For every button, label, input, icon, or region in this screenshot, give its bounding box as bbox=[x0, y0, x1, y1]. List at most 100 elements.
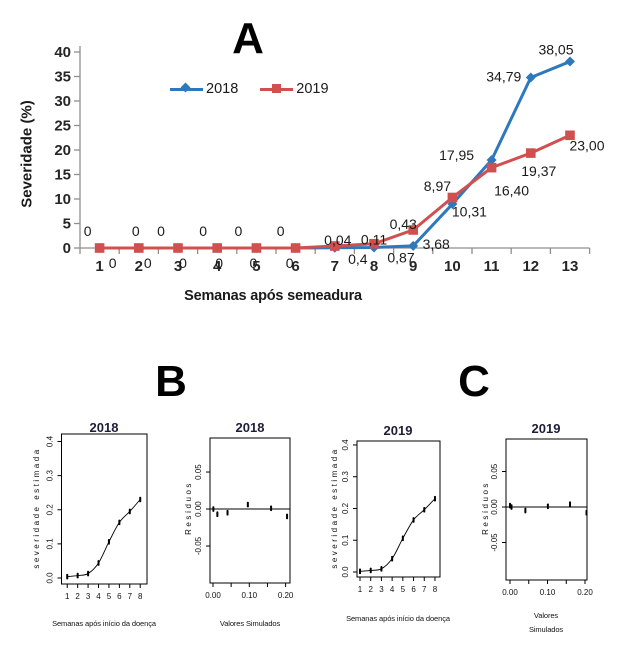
series-2019-marker bbox=[94, 243, 105, 253]
data-point bbox=[546, 503, 549, 510]
y-tick-label: 0.3 bbox=[341, 471, 350, 483]
y-tick-label: 25 bbox=[54, 118, 71, 135]
data-label-2018: 8,97 bbox=[424, 178, 451, 194]
data-label-2019: 0 bbox=[179, 255, 187, 271]
series-2019-marker bbox=[330, 241, 340, 251]
y-tick-label: 0.0 bbox=[341, 566, 350, 578]
x-tick-label: 1 bbox=[358, 585, 363, 594]
panel-a-legend: 2018 2019 bbox=[170, 81, 329, 97]
y-tick-label: -0.05 bbox=[490, 533, 499, 552]
y-tick-label: 0.00 bbox=[490, 499, 499, 515]
plot-c2-title: 2019 bbox=[531, 421, 561, 436]
data-label-2019: 0 bbox=[109, 255, 117, 271]
x-tick-label: 0.00 bbox=[205, 591, 221, 600]
data-point bbox=[510, 504, 513, 510]
x-tick-label: 1 bbox=[65, 592, 70, 601]
plot-box bbox=[505, 438, 588, 581]
plot-box bbox=[61, 433, 148, 585]
data-point bbox=[212, 506, 215, 512]
x-tick-label: 4 bbox=[213, 258, 222, 275]
series-2019-marker bbox=[486, 162, 497, 173]
data-point bbox=[433, 495, 436, 502]
x-tick-label: 2 bbox=[368, 585, 373, 594]
panel-a-y-axis-title: Severidade (%) bbox=[18, 100, 36, 208]
legend-marker-2018-icon bbox=[170, 87, 203, 91]
legend-item-2018: 2018 bbox=[170, 81, 238, 97]
data-point bbox=[585, 509, 588, 516]
x-tick-label: 7 bbox=[128, 592, 133, 601]
data-point bbox=[412, 517, 415, 523]
data-point bbox=[270, 505, 273, 512]
data-label-2018: 0 bbox=[199, 223, 207, 239]
y-tick-label: 15 bbox=[54, 167, 71, 184]
panel-b-label: B bbox=[155, 357, 187, 406]
data-point bbox=[569, 501, 572, 507]
series-2019-marker bbox=[134, 243, 144, 253]
data-point bbox=[118, 519, 121, 526]
plot-b2-x-axis-title: Valores Simulados bbox=[219, 619, 281, 628]
x-tick-label: 7 bbox=[331, 258, 339, 275]
data-point bbox=[76, 572, 79, 579]
y-tick-label: 0.1 bbox=[341, 534, 350, 546]
x-tick-label: 4 bbox=[96, 592, 101, 601]
legend-marker-2019-icon bbox=[260, 83, 294, 93]
x-tick-label: 13 bbox=[562, 258, 579, 275]
x-tick-label: 12 bbox=[522, 258, 539, 275]
data-point bbox=[128, 508, 131, 515]
data-label-2018: 0 bbox=[132, 223, 140, 239]
series-2019-marker bbox=[408, 225, 418, 235]
y-tick-label: -0.05 bbox=[194, 536, 203, 555]
data-label-2018: 0,11 bbox=[361, 231, 387, 247]
y-tick-label: 0.4 bbox=[46, 435, 55, 447]
x-tick-label: 6 bbox=[117, 592, 122, 601]
data-point bbox=[524, 507, 527, 514]
x-tick-label: 9 bbox=[409, 258, 417, 275]
panel-a-label: A bbox=[232, 14, 264, 63]
data-point bbox=[423, 506, 426, 513]
x-tick-label: 5 bbox=[401, 585, 406, 594]
y-tick-label: 0.00 bbox=[194, 501, 203, 517]
data-point bbox=[97, 560, 100, 566]
legend-label-2019: 2019 bbox=[296, 81, 329, 97]
plot-c1-y-axis-title: severidade estimada bbox=[330, 447, 339, 569]
y-tick-label: 0.2 bbox=[341, 502, 350, 514]
x-tick-label: 11 bbox=[484, 258, 500, 275]
data-point bbox=[216, 511, 219, 517]
data-label-2019: 0,4 bbox=[348, 251, 368, 267]
series-2018-marker bbox=[408, 240, 419, 251]
data-point bbox=[359, 568, 361, 575]
x-tick-label: 0.10 bbox=[540, 588, 556, 597]
y-tick-label: 0 bbox=[63, 240, 71, 257]
data-point bbox=[286, 513, 289, 520]
small-plot-C-2019-scatter: 0.00 0.10 0.20 -0.05 0.00 0.05 bbox=[490, 438, 593, 597]
x-tick-label: 5 bbox=[252, 258, 260, 275]
x-tick-label: 4 bbox=[390, 585, 395, 594]
data-label-2019: 0 bbox=[215, 255, 223, 271]
plot-b1-y-axis-title: severidade estimada bbox=[32, 447, 41, 569]
y-tick-label: 0.05 bbox=[490, 463, 499, 479]
y-tick-label: 0.05 bbox=[194, 464, 203, 480]
data-point bbox=[66, 573, 69, 580]
plot-b1-title: 2018 bbox=[89, 420, 119, 435]
x-tick-label: 0.10 bbox=[242, 591, 258, 600]
panel-c-label: C bbox=[458, 357, 490, 406]
data-label-2018: 0 bbox=[157, 223, 165, 239]
x-tick-label: 2 bbox=[135, 258, 143, 275]
data-label-2019: 10,31 bbox=[452, 203, 487, 219]
series-2019-marker bbox=[173, 243, 183, 253]
data-point bbox=[391, 555, 394, 562]
plot-box bbox=[209, 437, 291, 584]
series-2019-marker bbox=[251, 243, 262, 253]
data-label-2019: 19,37 bbox=[521, 163, 556, 179]
y-tick-label: 30 bbox=[54, 93, 71, 110]
y-tick-label: 0.2 bbox=[46, 504, 55, 516]
series-2019-marker bbox=[565, 130, 575, 141]
plot-b1-x-axis-title: Semanas após início da doença bbox=[52, 619, 156, 628]
x-tick-label: 8 bbox=[138, 592, 143, 601]
data-label-2019: 23,00 bbox=[569, 137, 604, 153]
series-2018-marker bbox=[486, 155, 497, 166]
y-tick-label: 0.1 bbox=[46, 538, 55, 550]
data-label-2018: 38,05 bbox=[538, 42, 573, 58]
